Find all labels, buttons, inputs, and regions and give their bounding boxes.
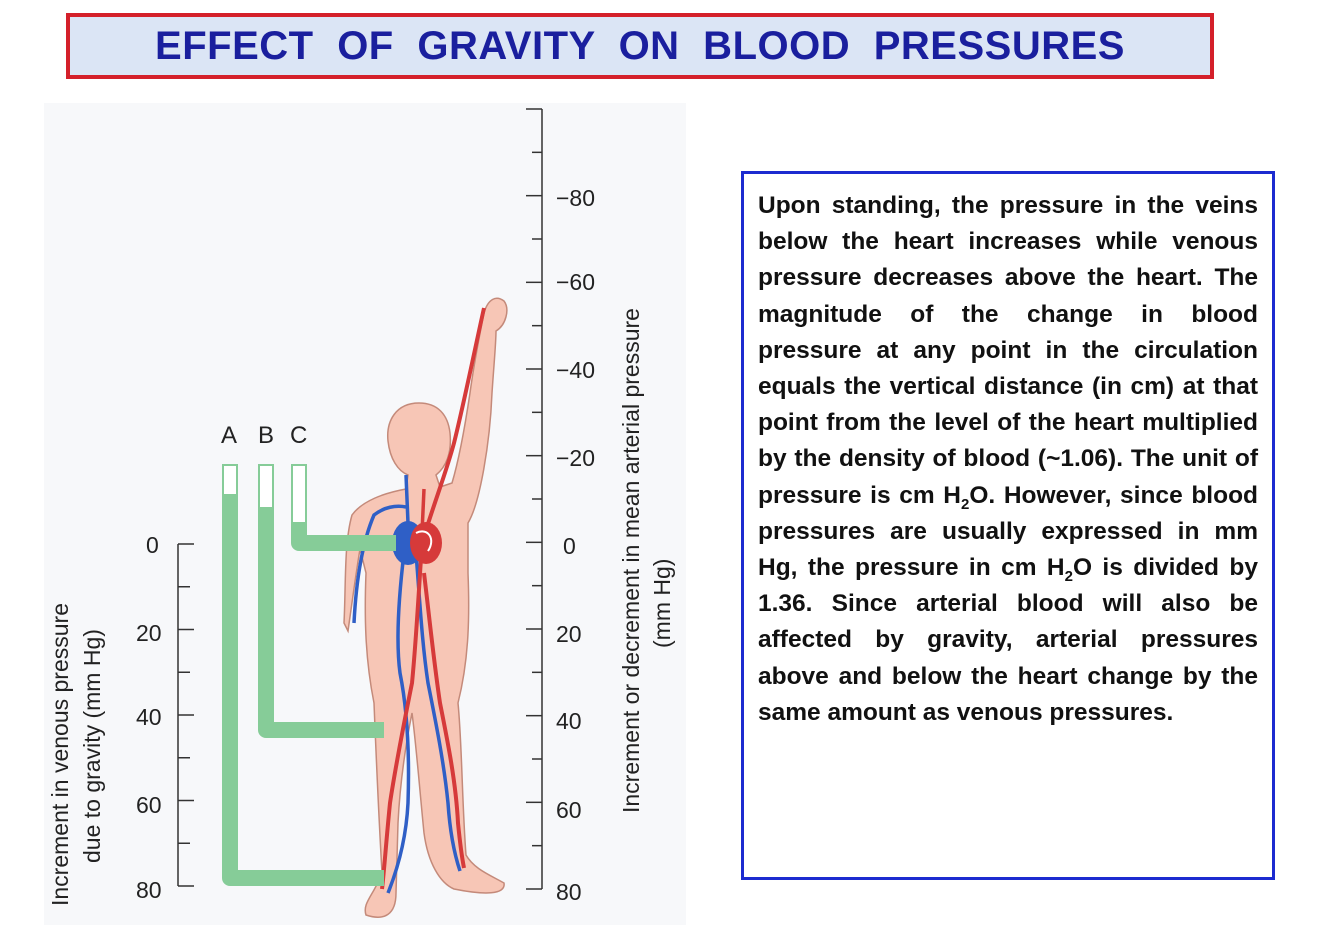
right-axis: −80 −60 −40 −20 0 20 40 60 80 Increment …	[526, 108, 675, 905]
right-tick-label: 60	[556, 797, 582, 823]
heart	[392, 521, 442, 565]
vein-neck	[404, 474, 410, 524]
right-tick-label: −40	[556, 357, 595, 383]
right-tick-label: 20	[556, 621, 582, 647]
vein-legs	[386, 552, 462, 894]
manometer-tubes	[222, 464, 396, 886]
left-axis: 0 20 40 60 80 Increment in venous pressu…	[47, 532, 194, 906]
explanation-part3: O is divided by 1.36. Since arterial blo…	[758, 554, 1258, 726]
explanation-part1: Upon standing, the pressure in the veins…	[758, 192, 1258, 509]
tube-c-open-end	[291, 464, 307, 524]
heart-detail	[415, 530, 433, 552]
left-tick-label: 20	[136, 620, 162, 646]
tube-c	[291, 523, 396, 551]
right-axis-unit: (mm Hg)	[649, 559, 675, 648]
diagram-svg: −80 −60 −40 −20 0 20 40 60 80 Increment …	[47, 108, 675, 918]
tube-a-open-end	[222, 464, 238, 496]
left-axis-title: Increment in venous pressure	[47, 603, 73, 906]
subscript: 2	[1064, 567, 1073, 585]
explanation-box: Upon standing, the pressure in the veins…	[741, 171, 1275, 880]
right-axis-title: Increment or decrement in mean arterial …	[618, 308, 644, 813]
tube-b-open-end	[258, 464, 274, 509]
explanation-part2: O. However, since blood pressures are us…	[758, 481, 1258, 582]
tube-label-c: C	[290, 422, 307, 449]
body-silhouette	[343, 297, 508, 918]
left-axis-unit: due to gravity (mm Hg)	[79, 629, 105, 863]
tube-label-a: A	[221, 422, 237, 449]
artery-right-arm	[420, 307, 486, 544]
subscript: 2	[960, 495, 970, 513]
vein-left-arm	[352, 504, 407, 624]
left-tick-label: 80	[136, 877, 162, 903]
right-tick-label: −20	[556, 445, 595, 471]
explanation-text: Upon standing, the pressure in the veins…	[758, 188, 1258, 731]
heart-left-side	[410, 522, 442, 564]
page-title: EFFECT OF GRAVITY ON BLOOD PRESSURES	[155, 23, 1125, 68]
right-tick-label: −80	[556, 185, 595, 211]
gravity-diagram: −80 −60 −40 −20 0 20 40 60 80 Increment …	[44, 103, 686, 925]
tube-label-b: B	[258, 422, 274, 449]
right-tick-label: 80	[556, 879, 582, 905]
left-tick-label: 0	[146, 532, 159, 558]
left-tick-label: 60	[136, 792, 162, 818]
title-banner: EFFECT OF GRAVITY ON BLOOD PRESSURES	[66, 13, 1214, 79]
tube-a	[222, 495, 384, 886]
tube-b	[258, 508, 384, 738]
right-tick-label: 0	[563, 533, 576, 559]
left-tick-label: 40	[136, 704, 162, 730]
right-tick-label: −60	[556, 269, 595, 295]
artery-legs	[380, 542, 466, 890]
right-tick-label: 40	[556, 708, 582, 734]
